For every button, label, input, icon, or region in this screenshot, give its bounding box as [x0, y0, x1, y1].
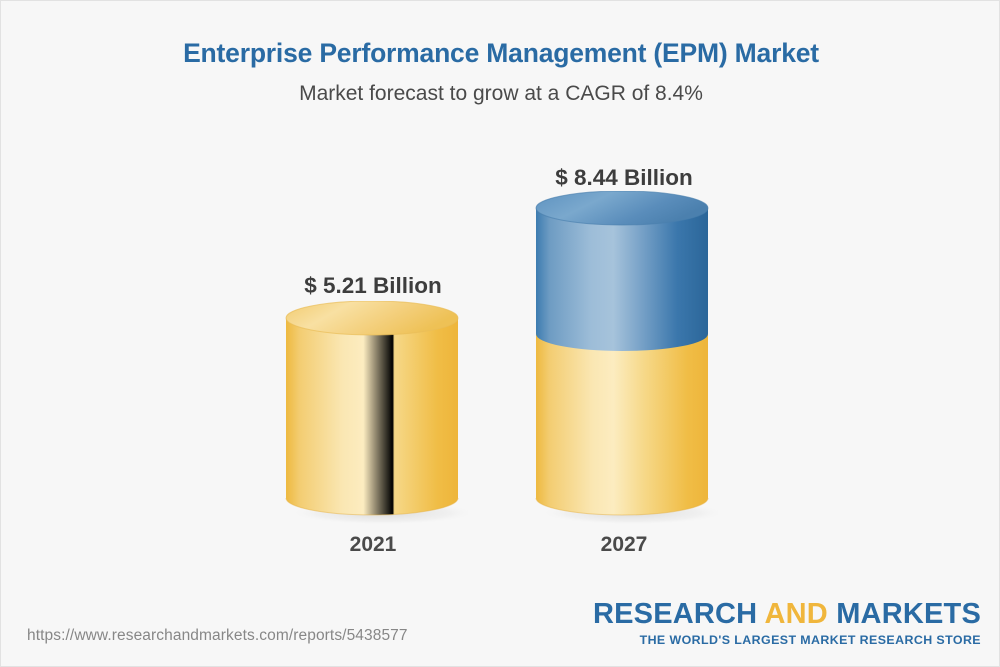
bar-cylinder-2027 — [535, 191, 718, 525]
bar-segment-2027-growth — [536, 208, 708, 351]
bar-cylinder-2021 — [285, 301, 468, 525]
logo-wordmark: RESEARCH AND MARKETS — [592, 597, 981, 630]
category-label-2027: 2027 — [600, 533, 648, 556]
logo-word-markets: MARKETS — [836, 597, 981, 630]
category-label-2021: 2021 — [349, 533, 397, 556]
logo-word-research: RESEARCH — [592, 597, 758, 630]
source-url[interactable]: https://www.researchandmarkets.com/repor… — [27, 627, 408, 644]
chart-header: Enterprise Performance Management (EPM) … — [1, 38, 999, 106]
chart-title: Enterprise Performance Management (EPM) … — [183, 38, 819, 68]
bar-segment-2027-base — [536, 334, 708, 515]
logo-word-and: AND — [757, 597, 837, 630]
research-and-markets-logo[interactable]: RESEARCH AND MARKETS THE WORLD'S LARGEST… — [592, 597, 981, 647]
value-label-2021: $ 5.21 Billion — [304, 273, 442, 298]
logo-tagline: THE WORLD'S LARGEST MARKET RESEARCH STOR… — [639, 632, 981, 647]
value-label-2027: $ 8.44 Billion — [555, 165, 693, 190]
chart-subtitle: Market forecast to grow at a CAGR of 8.4… — [299, 82, 703, 106]
